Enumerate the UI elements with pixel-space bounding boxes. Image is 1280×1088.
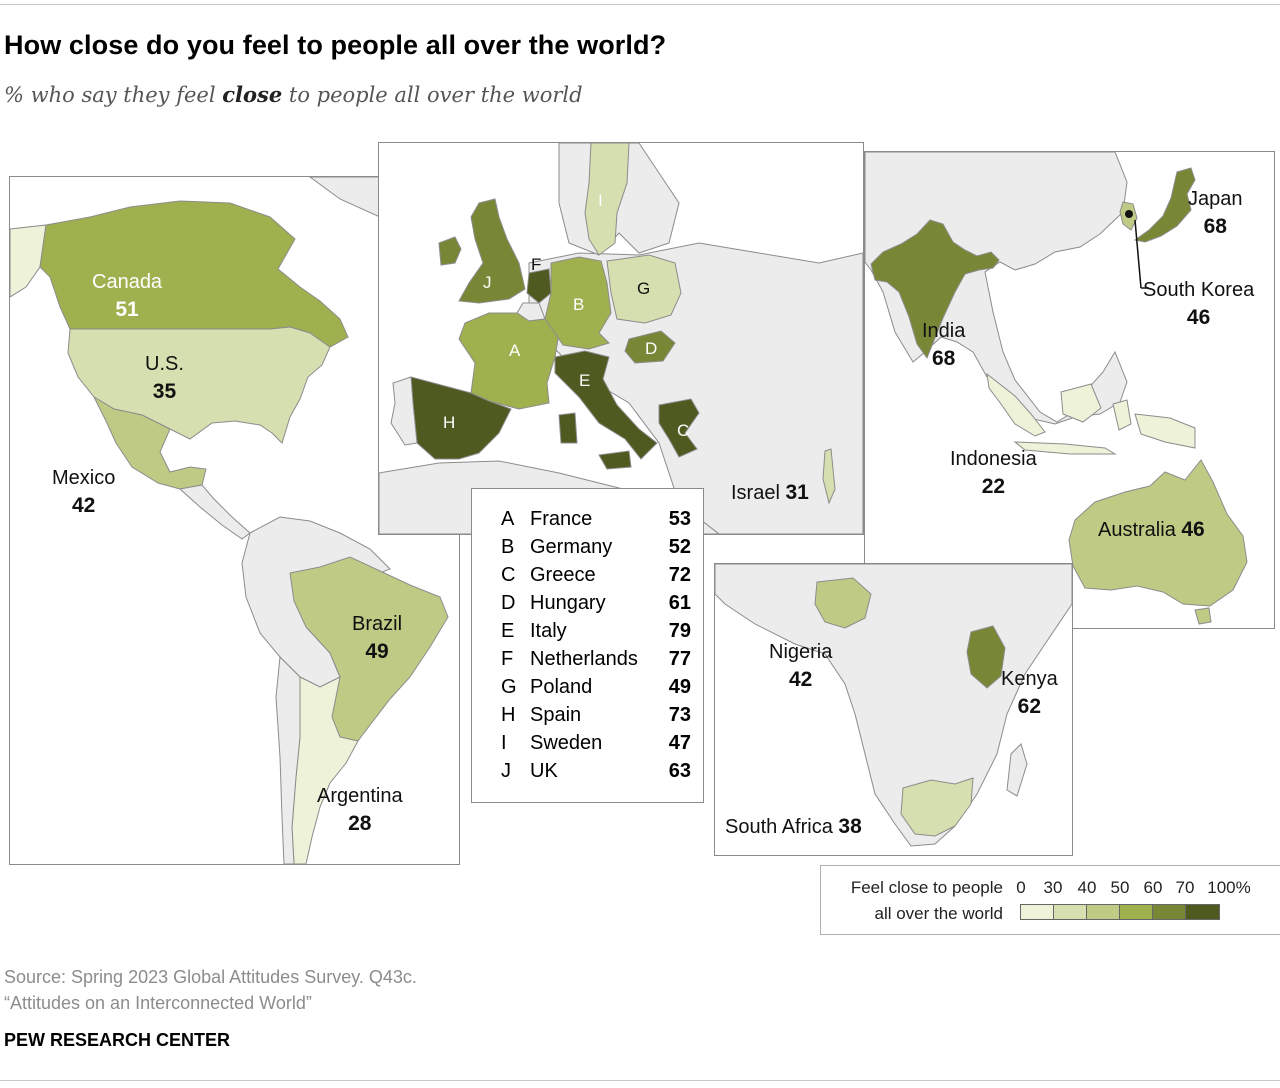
chart-subtitle: % who say they feel close to people all …: [4, 82, 583, 107]
greece-shape: [658, 398, 700, 458]
country-label-india: India 68: [922, 320, 966, 370]
legend-swatch-60-70: [1152, 904, 1186, 920]
country-label-mexico: Mexico 42: [52, 467, 116, 517]
south-africa-shape: [900, 777, 974, 837]
netherlands-shape: [526, 268, 552, 304]
legend-tick: 100%: [1207, 878, 1251, 897]
indonesia-shape: [986, 372, 1196, 455]
europe-map-panel: I J F B G A D E H C Israel 31: [378, 142, 864, 535]
legend-swatch-70-100: [1185, 904, 1220, 920]
europe-key-row: I Sweden 47: [501, 732, 691, 754]
canada-shape: [39, 200, 349, 348]
tasmania-shape: [1194, 607, 1212, 625]
country-label-south-africa: South Africa 38: [725, 815, 862, 838]
legend-caption-line1: Feel close to people: [850, 878, 1003, 897]
legend-swatch-50-60: [1119, 904, 1153, 920]
country-label-indonesia: Indonesia 22: [950, 448, 1037, 498]
map-letter-sweden: I: [598, 191, 603, 210]
japan-shape: [1133, 167, 1196, 243]
africa-map: [715, 564, 1072, 847]
map-letter-poland: G: [637, 279, 651, 298]
legend-tick: 60: [1143, 878, 1163, 897]
africa-map-panel: Nigeria 42 Kenya 62 South Africa 38: [714, 563, 1073, 856]
uk-shape: [458, 198, 526, 304]
mexico-shape: [92, 395, 207, 490]
europe-key-row: A France 53: [501, 508, 691, 530]
europe-key-row: G Poland 49: [501, 676, 691, 698]
poland-shape: [606, 254, 682, 324]
map-letter-hungary: D: [645, 339, 658, 358]
nigeria-shape: [814, 577, 872, 629]
hungary-shape: [624, 330, 676, 364]
australia-shape: [1068, 459, 1248, 607]
report-title-line: “Attitudes on an Interconnected World”: [4, 993, 312, 1013]
source-note: Source: Spring 2023 Global Attitudes Sur…: [4, 964, 417, 1016]
legend-swatch-40-50: [1086, 904, 1120, 920]
chart-title: How close do you feel to people all over…: [4, 30, 667, 60]
legend-swatch-0-30: [1020, 904, 1054, 920]
usa-shape: [67, 326, 331, 444]
europe-key-row: E Italy 79: [501, 620, 691, 642]
asia-pacific-map: [865, 152, 1248, 625]
bottom-rule: [0, 1080, 1280, 1081]
europe-key-row: J UK 63: [501, 760, 691, 782]
south-korea-marker: [1125, 210, 1133, 218]
legend-caption-line2: all over the world: [874, 904, 1003, 923]
map-letter-italy: E: [579, 371, 591, 390]
portugal-shape: [390, 376, 418, 446]
country-label-israel: Israel 31: [731, 481, 809, 504]
ireland-shape: [438, 236, 462, 266]
europe-key-row: D Hungary 61: [501, 592, 691, 614]
europe-key-row: B Germany 52: [501, 536, 691, 558]
europe-key-row: C Greece 72: [501, 564, 691, 586]
kenya-shape: [966, 625, 1006, 689]
europe-key-row: F Netherlands 77: [501, 648, 691, 670]
map-letter-germany: B: [573, 295, 585, 314]
top-rule: [0, 4, 1280, 5]
country-label-brazil: Brazil 49: [352, 613, 403, 663]
italy-shape: [554, 350, 658, 470]
france-shape: [458, 312, 560, 410]
country-label-south-korea: South Korea 46: [1143, 279, 1255, 329]
map-letter-uk: J: [483, 273, 492, 292]
israel-shape: [822, 448, 836, 505]
asia-pacific-map-panel: Japan 68 South Korea 46 India 68 Indonesia 2…: [864, 151, 1275, 629]
country-label-nigeria: Nigeria 42: [769, 641, 833, 691]
sweden-shape: [584, 143, 630, 256]
legend-tick: 30: [1043, 878, 1063, 897]
south-korea-leader-line: [1134, 219, 1142, 289]
madagascar-shape: [1006, 743, 1028, 797]
india-shape: [870, 219, 1000, 360]
country-label-japan: Japan 68: [1188, 188, 1243, 238]
germany-shape: [544, 256, 612, 350]
color-scale-legend: Feel close to people all over the world …: [820, 865, 1280, 935]
europe-key-table: A France 53 B Germany 52 C Greece 72 D Hungary 6…: [471, 488, 704, 803]
legend-tick: 40: [1077, 878, 1097, 897]
europe-map: [379, 143, 863, 534]
country-label-us: U.S. 35: [145, 353, 184, 403]
central-america-shape: [178, 484, 251, 540]
legend-tick: 0: [1016, 878, 1026, 897]
map-letter-netherlands: F: [531, 255, 542, 274]
country-label-argentina: Argentina 28: [317, 785, 403, 835]
country-label-australia: Australia 46: [1098, 518, 1205, 541]
map-letter-spain: H: [443, 413, 456, 432]
legend-tick: 50: [1110, 878, 1130, 897]
country-label-kenya: Kenya 62: [1001, 668, 1058, 718]
legend-swatch-30-40: [1053, 904, 1087, 920]
map-letter-greece: C: [677, 421, 690, 440]
map-letter-france: A: [509, 341, 521, 360]
europe-key-row: H Spain 73: [501, 704, 691, 726]
country-label-canada: Canada 51: [92, 271, 163, 321]
source-line: Source: Spring 2023 Global Attitudes Sur…: [4, 967, 417, 987]
chile-shape: [275, 655, 301, 864]
brand-logo-text: PEW RESEARCH CENTER: [4, 1030, 231, 1050]
alaska-shape: [10, 224, 47, 298]
legend-tick: 70: [1175, 878, 1195, 897]
